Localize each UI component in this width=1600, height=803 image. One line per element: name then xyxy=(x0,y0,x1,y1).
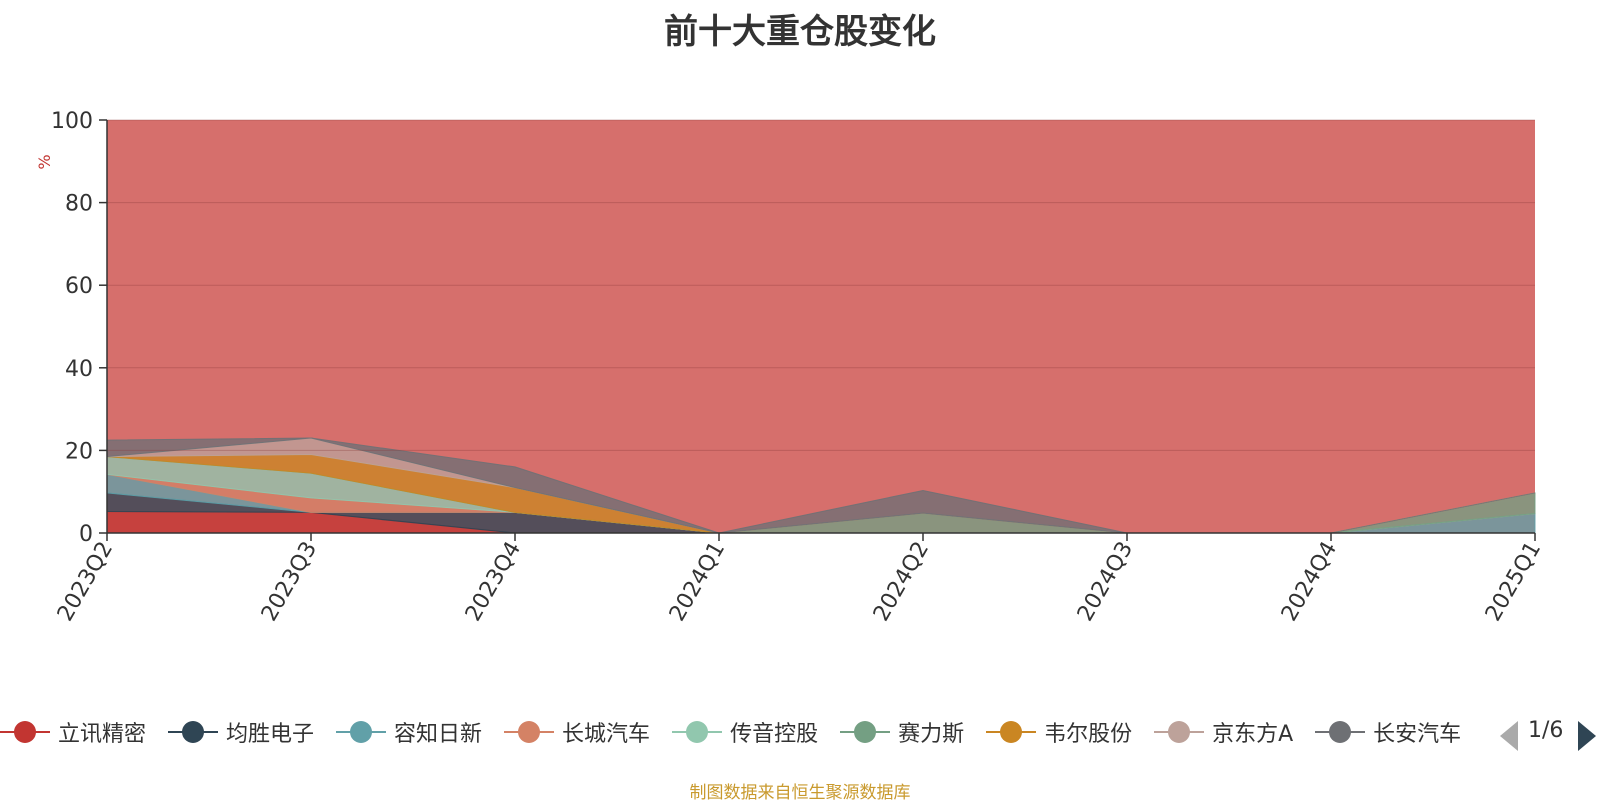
legend-page-indicator: 1/6 xyxy=(1528,718,1564,743)
legend-marker-icon xyxy=(1315,720,1366,744)
legend-item[interactable]: 长安汽车 xyxy=(1315,716,1461,748)
legend-label: 传音控股 xyxy=(730,722,819,747)
source-note: 制图数据来自恒生聚源数据库 xyxy=(689,783,911,803)
legend-item[interactable]: 韦尔股份 xyxy=(986,716,1132,748)
grid-layer xyxy=(107,119,1535,451)
legend-marker-icon xyxy=(336,720,387,744)
legend-item[interactable]: 京东方A xyxy=(1154,716,1293,748)
y-tick-label: 60 xyxy=(65,274,93,299)
legend-label: 立讯精密 xyxy=(58,722,147,747)
legend-pager: 1/6 xyxy=(1500,718,1600,754)
legend-label: 韦尔股份 xyxy=(1044,722,1133,747)
x-tick-label: 2023Q3 xyxy=(257,538,322,626)
legend-marker-icon xyxy=(1154,720,1205,744)
legend-marker-icon xyxy=(840,720,891,744)
legend-label: 长城汽车 xyxy=(562,722,651,747)
x-tick-label: 2024Q4 xyxy=(1277,538,1342,626)
legend[interactable]: 立讯精密 均胜电子 容知日新 长城汽车 传音控股 赛力斯 韦尔股份 京东方A 长安汽车 xyxy=(0,716,1500,756)
x-tick-label: 2025Q1 xyxy=(1481,538,1546,626)
legend-item[interactable]: 均胜电子 xyxy=(168,716,314,748)
chart-title: 前十大重仓股变化 xyxy=(664,12,936,52)
y-tick-label: 0 xyxy=(79,522,93,547)
legend-marker-icon xyxy=(672,720,723,744)
legend-marker-icon xyxy=(986,720,1037,744)
x-tick-label: 2023Q2 xyxy=(53,538,118,626)
y-tick-label: 80 xyxy=(65,192,93,217)
legend-marker-icon xyxy=(504,720,555,744)
y-axis-label: % xyxy=(35,154,54,169)
legend-label: 均胜电子 xyxy=(226,722,315,747)
y-tick-label: 100 xyxy=(51,109,93,134)
y-tick-label: 20 xyxy=(65,439,93,464)
legend-item[interactable]: 容知日新 xyxy=(336,716,482,748)
area-layer xyxy=(106,120,1536,534)
legend-label: 京东方A xyxy=(1212,722,1294,747)
legend-next-page-icon[interactable] xyxy=(1578,721,1596,751)
x-tick-label: 2024Q1 xyxy=(665,538,730,626)
x-tick-label: 2024Q3 xyxy=(1073,538,1138,626)
legend-item[interactable]: 传音控股 xyxy=(672,716,818,748)
x-tick-label: 2024Q2 xyxy=(869,538,934,626)
legend-marker-icon xyxy=(168,720,219,744)
area-series-8 xyxy=(106,437,1536,534)
legend-marker-icon xyxy=(0,720,50,744)
legend-prev-page-icon[interactable] xyxy=(1500,721,1518,751)
y-tick-label: 40 xyxy=(65,357,93,382)
legend-label: 赛力斯 xyxy=(898,722,965,747)
legend-label: 长安汽车 xyxy=(1373,722,1462,747)
legend-item[interactable]: 赛力斯 xyxy=(840,716,964,748)
x-tick-label: 2023Q4 xyxy=(461,538,526,626)
legend-label: 容知日新 xyxy=(394,722,483,747)
legend-item[interactable]: 长城汽车 xyxy=(504,716,650,748)
legend-item[interactable]: 立讯精密 xyxy=(0,716,146,748)
